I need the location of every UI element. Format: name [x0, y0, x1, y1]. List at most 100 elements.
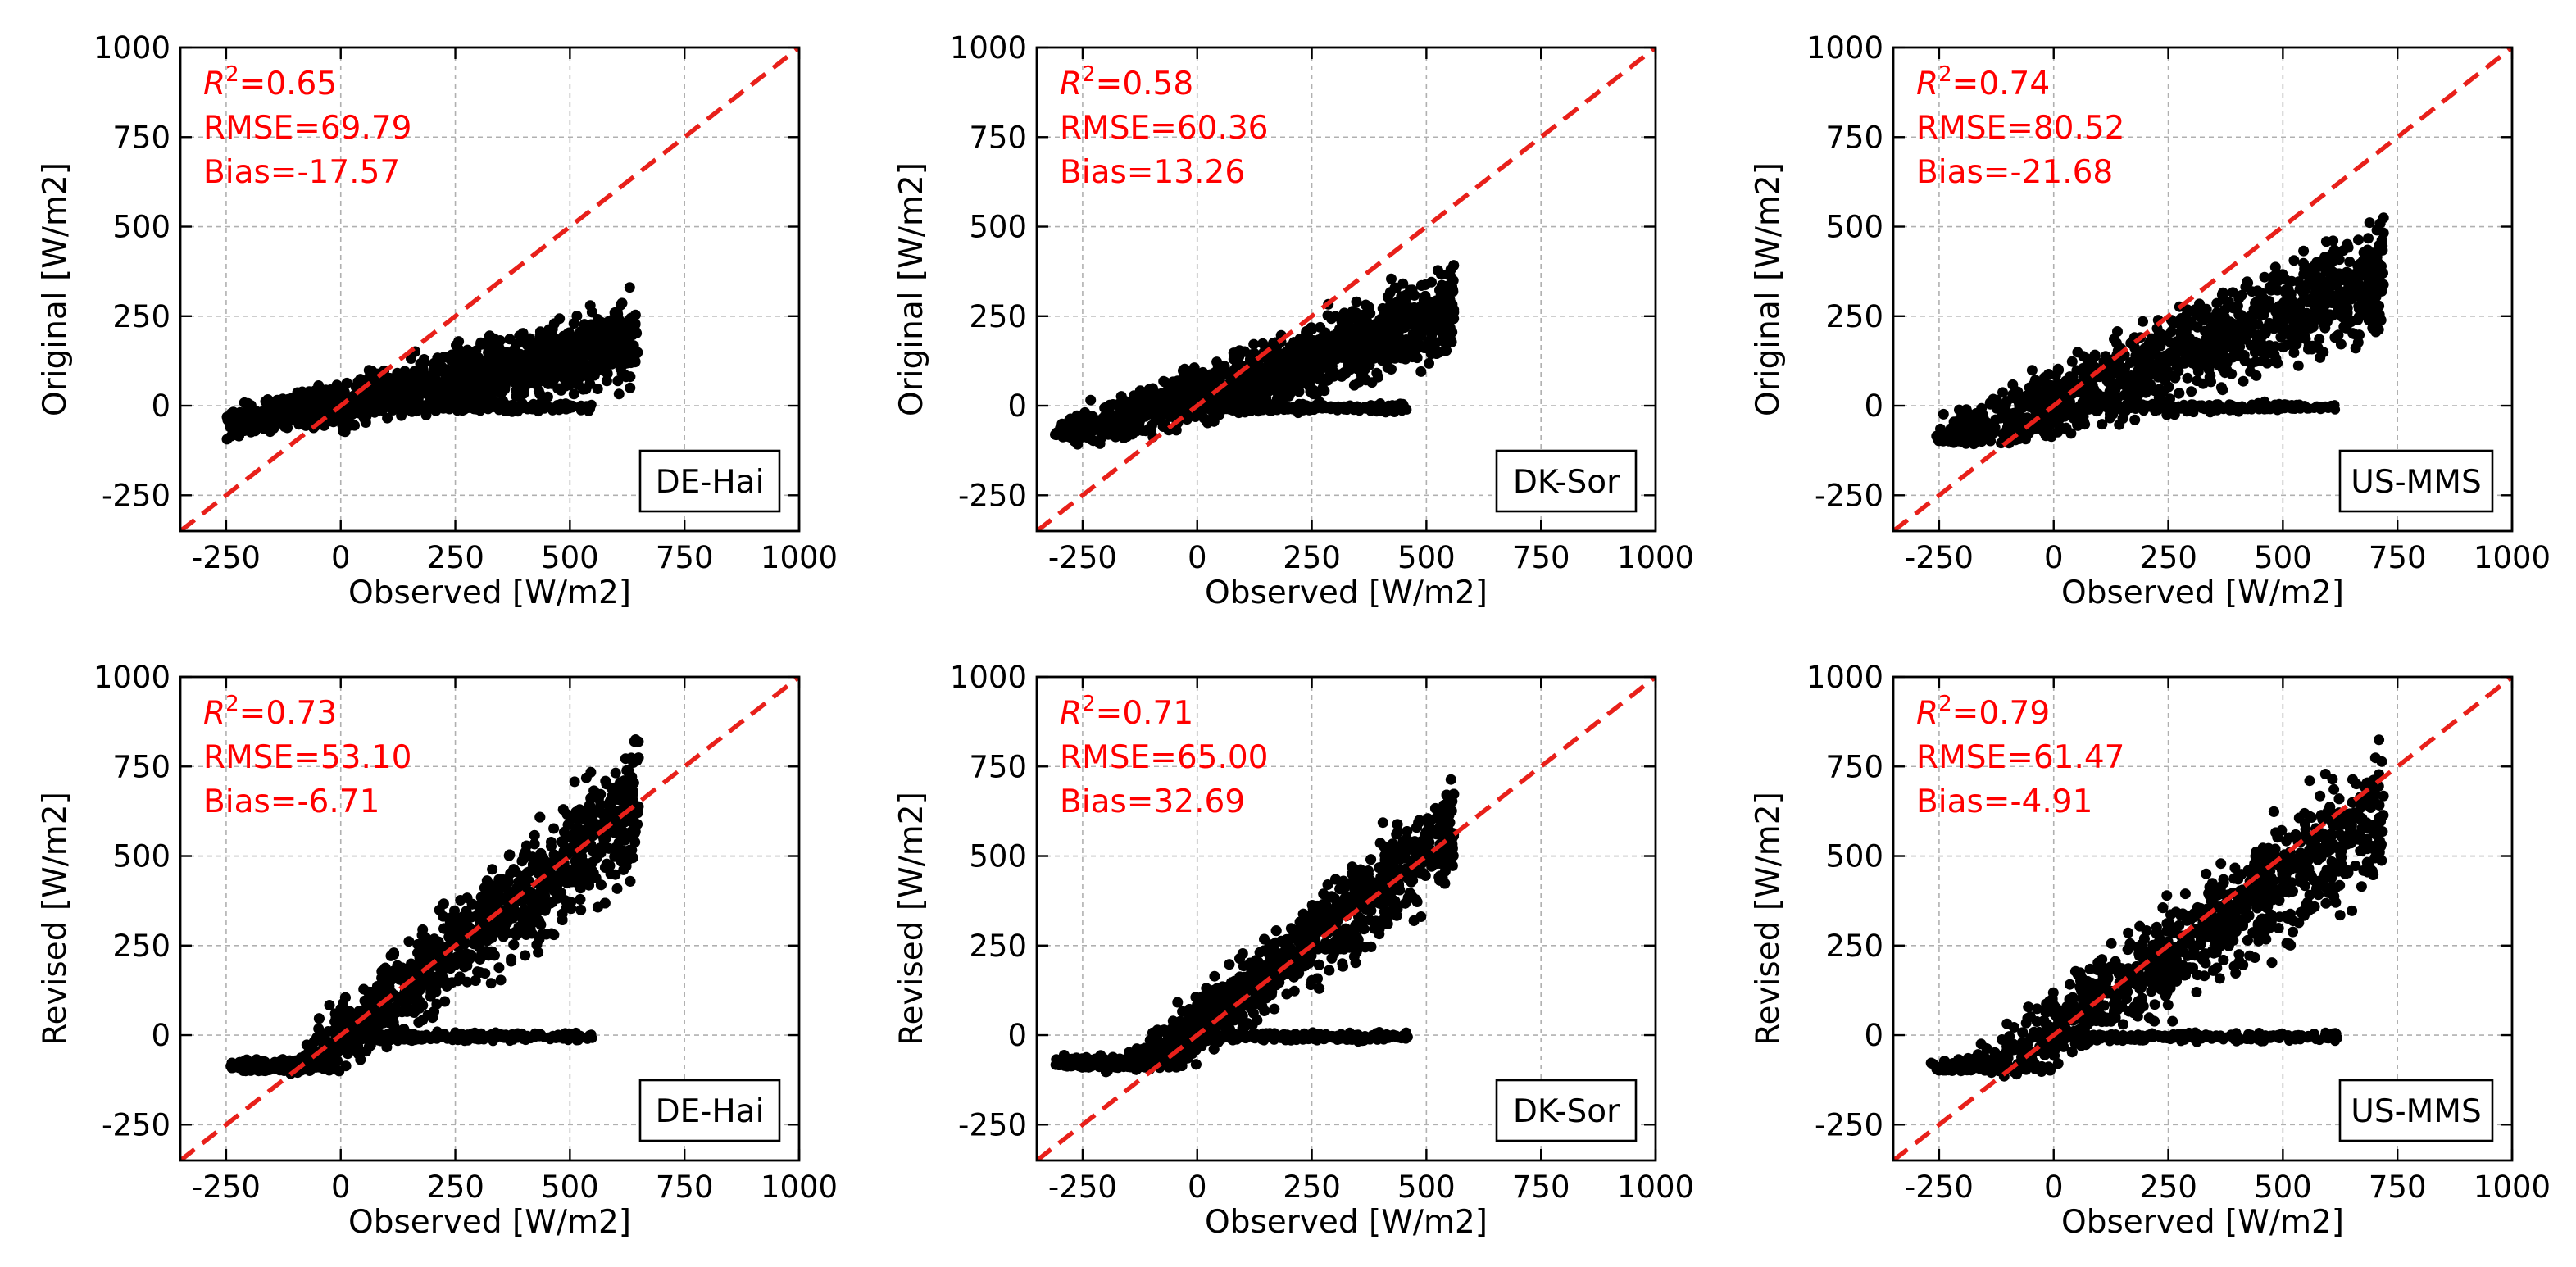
data-point	[235, 408, 247, 420]
x-tick-label: 0	[2044, 540, 2064, 575]
data-point	[2351, 282, 2363, 293]
x-tick-label: 250	[426, 540, 484, 575]
r2-stat: R2=0.58	[1060, 62, 1193, 102]
data-point	[2219, 304, 2231, 316]
data-point	[390, 390, 402, 402]
data-point	[1117, 417, 1129, 429]
data-point	[1429, 340, 1440, 351]
data-point	[2281, 402, 2292, 413]
data-point	[2074, 401, 2085, 411]
data-point	[295, 388, 307, 399]
data-point	[2174, 360, 2185, 371]
data-point	[319, 392, 330, 402]
data-point	[2319, 322, 2331, 334]
data-point	[551, 369, 562, 380]
data-point	[1405, 284, 1416, 296]
data-point	[1387, 327, 1398, 338]
data-point	[2215, 326, 2226, 338]
data-point	[2203, 346, 2215, 357]
point-cloud	[1050, 260, 1460, 450]
data-point	[2304, 403, 2314, 414]
data-point	[1349, 345, 1361, 356]
data-point	[2115, 375, 2126, 387]
data-point	[2199, 359, 2210, 370]
data-point	[240, 423, 251, 434]
data-point	[466, 370, 477, 381]
data-point	[1348, 379, 1360, 391]
data-point	[623, 347, 634, 357]
data-point	[1379, 320, 1391, 332]
data-point	[533, 385, 544, 397]
data-point	[614, 316, 625, 326]
data-point	[2087, 401, 2097, 411]
data-point	[1272, 405, 1283, 416]
x-tick-label: 0	[1188, 540, 1207, 575]
data-point	[419, 356, 430, 368]
data-point	[2322, 257, 2333, 268]
data-point	[1211, 365, 1223, 376]
data-point	[1306, 323, 1318, 334]
data-point	[1165, 409, 1176, 420]
data-point	[2288, 255, 2300, 266]
data-point	[493, 356, 504, 368]
data-point	[2314, 334, 2325, 345]
data-point	[443, 402, 453, 412]
data-point	[2331, 331, 2342, 343]
data-point	[2096, 400, 2106, 411]
data-point	[1951, 431, 1963, 443]
data-point	[1441, 345, 1452, 356]
data-point	[2244, 311, 2256, 322]
data-point	[519, 401, 529, 411]
data-point	[2298, 245, 2310, 257]
data-point	[1321, 347, 1332, 359]
data-point	[2185, 316, 2197, 328]
r2-stat: R2=0.65	[203, 62, 337, 102]
data-point	[1055, 422, 1066, 434]
data-point	[1412, 342, 1424, 353]
data-point	[2226, 368, 2238, 379]
data-point	[623, 319, 634, 330]
y-axis-label: Original [W/m2]	[37, 162, 74, 416]
y-tick-label: 750	[969, 120, 1027, 155]
data-point	[1361, 343, 1372, 354]
data-point	[527, 404, 538, 415]
data-point	[1977, 409, 1988, 420]
data-point	[505, 402, 516, 413]
data-point	[1085, 394, 1097, 406]
data-point	[1277, 392, 1288, 403]
data-point	[1382, 291, 1393, 302]
data-point	[631, 347, 643, 359]
data-point	[1373, 371, 1383, 383]
data-point	[2182, 372, 2193, 384]
data-point	[1988, 393, 1999, 405]
data-point	[1352, 334, 1363, 345]
data-point	[568, 318, 579, 329]
data-point	[1397, 278, 1409, 289]
data-point	[566, 363, 578, 375]
panel-bottom-de-hai: -250 0 250 500 750 1000-25002505007501000Obse…	[37, 660, 838, 1241]
data-point	[547, 405, 558, 416]
data-point	[387, 399, 397, 409]
data-point	[1143, 401, 1155, 412]
data-point	[1386, 273, 1397, 284]
data-point	[2375, 279, 2386, 291]
data-point	[2362, 244, 2374, 256]
data-point	[2239, 355, 2251, 366]
data-point	[471, 402, 482, 412]
data-point	[1121, 431, 1133, 443]
data-point	[2065, 372, 2075, 384]
x-axis-label: Observed [W/m2]	[2061, 574, 2344, 611]
data-point	[2178, 322, 2189, 334]
data-point	[2234, 319, 2246, 330]
data-point	[2334, 297, 2346, 308]
data-point	[266, 397, 278, 408]
data-point	[2066, 356, 2078, 367]
data-point	[2029, 405, 2041, 416]
bias-stat: Bias=-21.68	[1916, 154, 2113, 191]
site-legend: DE-Hai	[638, 449, 781, 513]
y-tick-label: 750	[1825, 120, 1883, 155]
data-point	[2341, 320, 2352, 331]
data-point	[2236, 310, 2247, 320]
data-point	[588, 364, 600, 375]
data-point	[1424, 357, 1434, 369]
